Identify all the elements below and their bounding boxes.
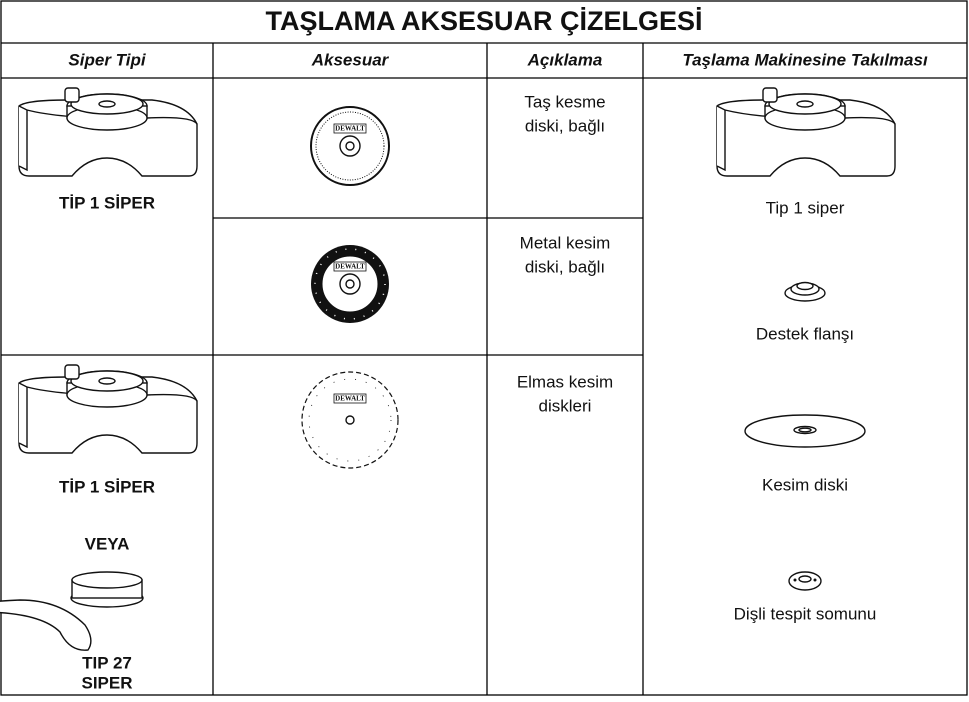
description: diskleri (539, 396, 592, 415)
header: Siper Tipi (68, 50, 146, 69)
disc-image: DEWALT (310, 106, 390, 186)
description: Taş kesme (524, 92, 605, 111)
guard-label: SIPER (81, 673, 132, 692)
header: Açıklama (527, 50, 603, 69)
logo: DEWALT (335, 125, 365, 133)
disc-image: DEWALT (301, 371, 399, 469)
guard-image (18, 364, 198, 454)
description: Elmas kesim (517, 372, 613, 391)
mount-label: Kesim diski (762, 475, 848, 494)
mount-label: Dişli tespit somunu (734, 604, 877, 623)
description: diski, bağlı (525, 116, 605, 135)
mount-image (788, 571, 822, 591)
logo: DEWALT (335, 263, 365, 271)
header: Taşlama Makinesine Takılması (682, 50, 928, 69)
logo: DEWALT (335, 395, 365, 403)
guard-label: TİP 1 SİPER (59, 193, 155, 212)
grid-lines (1, 42, 967, 695)
mount-image (744, 414, 866, 448)
mount-image (716, 87, 896, 177)
mount-label: Tip 1 siper (766, 198, 845, 217)
description: Metal kesim (520, 233, 611, 252)
guard-label: TIP 27 (82, 653, 132, 672)
disc-image: DEWALT (311, 245, 389, 323)
guard-label: TİP 1 SİPER (59, 477, 155, 496)
guard-image (18, 87, 198, 177)
header: Aksesuar (311, 50, 390, 69)
title: TAŞLAMA AKSESUAR ÇİZELGESİ (265, 6, 702, 36)
guard-label: VEYA (85, 534, 130, 553)
description: diski, bağlı (525, 257, 605, 276)
mount-image (784, 281, 826, 302)
mount-label: Destek flanşı (756, 324, 854, 343)
guard-image (0, 571, 144, 651)
